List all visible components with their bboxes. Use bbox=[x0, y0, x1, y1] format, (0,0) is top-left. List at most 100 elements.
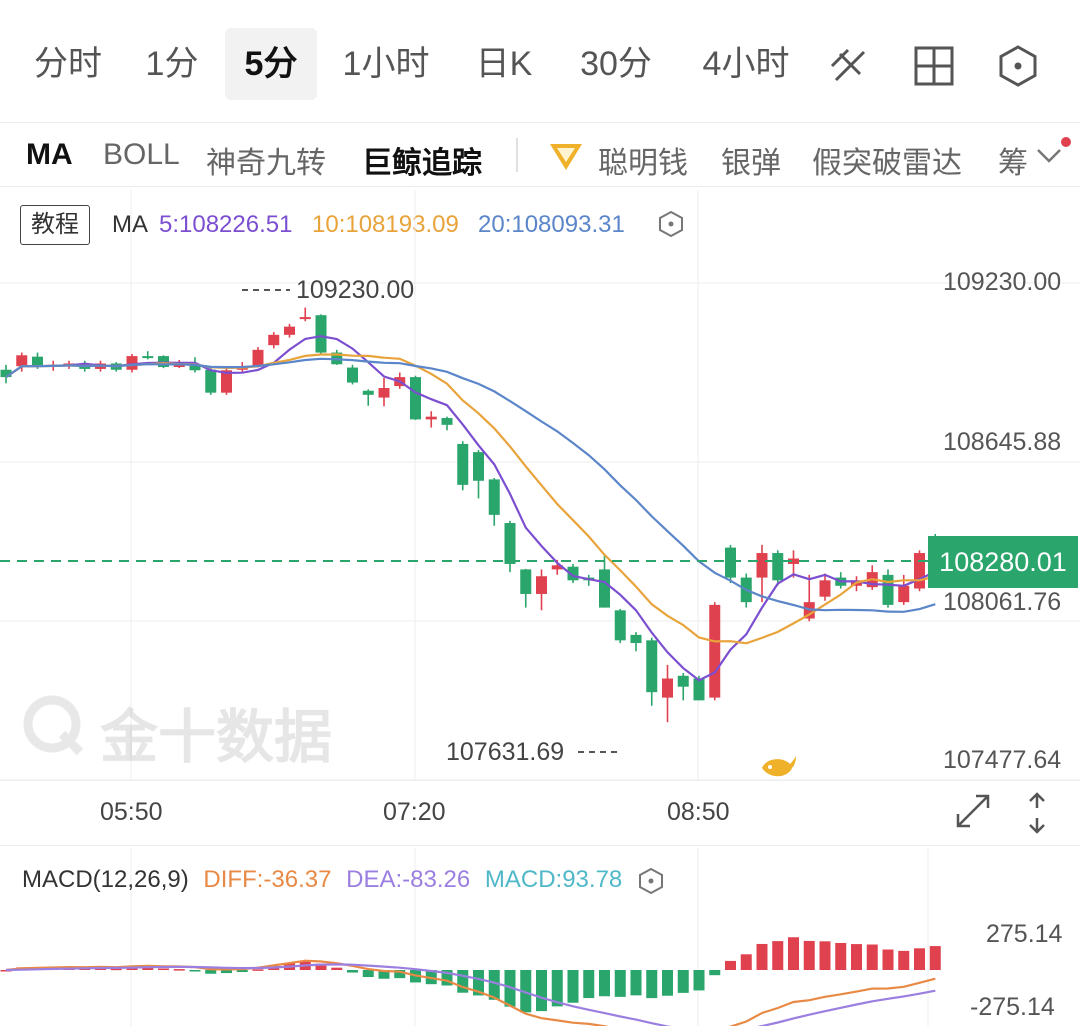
candle-body bbox=[63, 363, 75, 366]
tab-daily-k[interactable]: 日K bbox=[475, 45, 533, 83]
macd-bar bbox=[693, 970, 705, 991]
tab-1min[interactable]: 1分 bbox=[145, 45, 199, 83]
macd-bar bbox=[110, 968, 122, 971]
candle-body bbox=[788, 558, 799, 564]
macd-bar bbox=[331, 967, 343, 970]
notification-dot-icon bbox=[1061, 137, 1071, 147]
candle-body bbox=[599, 569, 610, 608]
time-axis-label: 08:50 bbox=[667, 798, 730, 826]
candle-body bbox=[32, 356, 43, 367]
macd-bar bbox=[803, 940, 815, 970]
price-axis-label: 107477.64 bbox=[943, 746, 1062, 774]
indicator-boll[interactable]: BOLL bbox=[103, 138, 180, 171]
candle-body bbox=[221, 370, 232, 393]
draw-line-icon[interactable] bbox=[826, 44, 870, 88]
grid-layout-icon[interactable] bbox=[912, 44, 956, 88]
macd-bar bbox=[189, 970, 201, 972]
macd-bar bbox=[866, 944, 878, 970]
macd-bar bbox=[536, 970, 547, 1012]
macd-bar bbox=[410, 970, 421, 983]
macd-bar bbox=[63, 966, 75, 970]
settings-hex-icon[interactable] bbox=[996, 44, 1040, 88]
candle-body bbox=[378, 388, 390, 398]
candle-body bbox=[614, 610, 626, 641]
candle-body bbox=[583, 577, 595, 581]
candle-body bbox=[315, 315, 327, 353]
divider bbox=[0, 780, 1080, 781]
whale-icon[interactable] bbox=[758, 752, 798, 782]
macd-bar bbox=[819, 941, 831, 970]
candle-body bbox=[677, 675, 689, 687]
ma10-value: 10:108193.09 bbox=[312, 211, 459, 238]
candle-body bbox=[756, 553, 768, 578]
watermark-text: 金十数据 bbox=[100, 705, 333, 770]
candle-body bbox=[425, 416, 437, 420]
macd-bar bbox=[898, 950, 910, 970]
divider bbox=[516, 138, 518, 172]
macd-legend: MACD(12,26,9) DIFF:-36.37 DEA:-83.26 MAC… bbox=[22, 866, 622, 894]
indicator-fake-breakout[interactable]: 假突破雷达 bbox=[812, 147, 962, 180]
candle-body bbox=[914, 553, 925, 589]
macd-bar bbox=[173, 969, 185, 971]
tab-1hour[interactable]: 1小时 bbox=[342, 45, 430, 83]
candle-body bbox=[205, 369, 217, 393]
macd-bar bbox=[630, 970, 642, 996]
low-marker-label: 107631.69 bbox=[446, 738, 565, 766]
candle-body bbox=[268, 334, 280, 346]
indicator-ma[interactable]: MA bbox=[26, 138, 73, 171]
candle-body bbox=[646, 640, 658, 693]
indicator-silver-bullet[interactable]: 银弹 bbox=[721, 147, 781, 180]
macd-bar bbox=[662, 970, 673, 996]
settings-hex-icon[interactable] bbox=[656, 209, 686, 239]
candle-body bbox=[536, 576, 547, 594]
candle-body bbox=[851, 580, 862, 586]
price-axis-label: 108061.76 bbox=[943, 588, 1062, 616]
macd-bar bbox=[205, 970, 217, 974]
ma20-line bbox=[5, 357, 936, 613]
chevron-down-icon[interactable] bbox=[1034, 146, 1064, 166]
indicator-more[interactable]: 筹 bbox=[998, 147, 1028, 180]
macd-bar bbox=[835, 942, 847, 970]
tab-timeshare[interactable]: 分时 bbox=[34, 45, 102, 83]
macd-bar bbox=[126, 967, 138, 970]
timeframe-bar: 分时 1分 5分 1小时 日K 30分 4小时 bbox=[0, 8, 1080, 120]
indicator-magic9[interactable]: 神奇九转 bbox=[206, 147, 326, 180]
candle-body bbox=[866, 572, 878, 588]
vertical-scale-icon[interactable] bbox=[1022, 790, 1052, 836]
macd-diff-line bbox=[5, 959, 936, 1026]
macd-bar bbox=[425, 970, 437, 985]
macd-bar bbox=[378, 970, 390, 979]
indicator-whale[interactable]: 巨鲸追踪 bbox=[362, 147, 482, 180]
macd-bar bbox=[221, 970, 232, 974]
candle-body bbox=[693, 678, 705, 701]
candle-body bbox=[110, 363, 122, 370]
indicator-smart-money[interactable]: 聪明钱 bbox=[598, 147, 688, 180]
tutorial-button[interactable]: 教程 bbox=[20, 205, 90, 245]
macd-bar bbox=[914, 948, 925, 970]
expand-icon[interactable] bbox=[952, 790, 994, 832]
macd-bar bbox=[347, 970, 358, 973]
candle-body bbox=[284, 326, 295, 335]
tab-30min[interactable]: 30分 bbox=[580, 45, 652, 83]
tab-4hour[interactable]: 4小时 bbox=[702, 45, 790, 83]
settings-hex-icon[interactable] bbox=[636, 866, 666, 896]
candle-body bbox=[189, 364, 201, 371]
macd-axis-label: -275.14 bbox=[970, 993, 1055, 1021]
macd-bar bbox=[315, 963, 327, 970]
macd-bar bbox=[551, 970, 563, 1007]
macd-bar bbox=[677, 970, 689, 993]
macd-bar bbox=[457, 970, 469, 993]
last-price-badge: 108280.01 bbox=[928, 536, 1078, 588]
time-axis-label: 05:50 bbox=[100, 798, 163, 826]
tab-5min[interactable]: 5分 bbox=[225, 28, 317, 100]
macd-dea-line bbox=[5, 963, 936, 1026]
price-axis-label: 108645.88 bbox=[943, 428, 1062, 456]
macd-bar bbox=[0, 970, 12, 972]
candle-body bbox=[819, 580, 831, 597]
candle-body bbox=[331, 352, 343, 365]
macd-axis-label: 275.14 bbox=[986, 920, 1063, 948]
candle-body bbox=[772, 553, 784, 581]
macd-bar bbox=[929, 946, 941, 970]
price-axis-label: 109230.00 bbox=[943, 268, 1062, 296]
divider bbox=[0, 122, 1080, 123]
